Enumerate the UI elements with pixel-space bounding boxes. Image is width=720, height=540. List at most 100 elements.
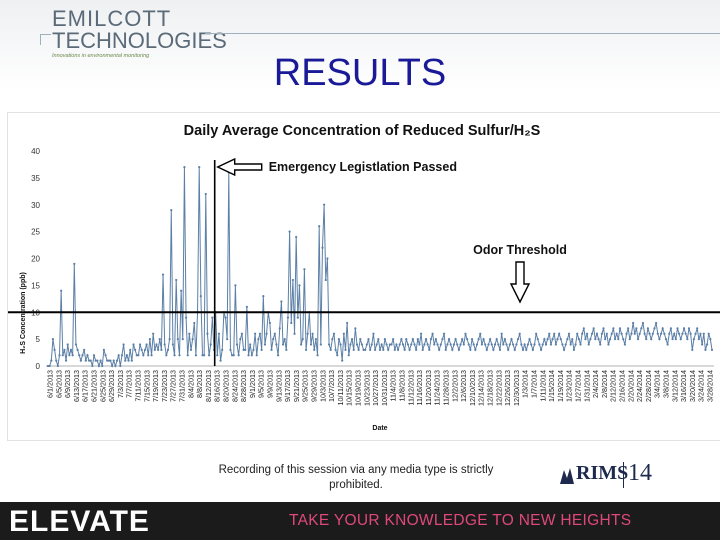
data-point <box>559 338 562 341</box>
data-point <box>600 332 603 335</box>
data-point <box>385 343 388 346</box>
data-point <box>219 359 222 362</box>
data-point <box>567 332 571 335</box>
data-point <box>646 327 650 330</box>
x-tick-label: 8/20/2013 <box>222 370 231 402</box>
data-point <box>235 343 239 346</box>
data-point <box>191 338 194 341</box>
data-point <box>104 354 107 357</box>
data-point <box>482 338 485 341</box>
data-point <box>375 343 378 346</box>
data-point <box>342 332 345 335</box>
data-point <box>193 321 196 325</box>
data-point <box>97 364 101 368</box>
x-tick-label: 2/12/2014 <box>609 370 618 402</box>
data-point <box>276 354 280 357</box>
data-point <box>249 343 252 346</box>
data-point <box>513 348 516 351</box>
x-tick-label: 12/10/2013 <box>468 370 477 406</box>
data-point <box>503 338 507 341</box>
data-point <box>71 354 74 357</box>
data-point <box>163 343 166 346</box>
data-point <box>520 343 523 346</box>
data-point <box>160 348 163 351</box>
data-point <box>102 348 105 351</box>
data-point <box>502 343 505 346</box>
data-point <box>666 343 669 346</box>
y-tick-label: 40 <box>31 147 40 156</box>
x-tick-label: 10/15/2013 <box>345 370 354 406</box>
x-tick-label: 7/15/2013 <box>142 370 151 402</box>
data-point <box>424 338 428 341</box>
x-tick-label: 6/13/2013 <box>72 370 81 402</box>
data-point <box>681 332 684 335</box>
data-point <box>300 343 303 346</box>
data-point <box>46 364 50 368</box>
y-tick-label: 25 <box>31 228 40 237</box>
data-point <box>194 354 198 357</box>
data-point <box>120 354 124 357</box>
data-point <box>360 343 364 346</box>
data-point <box>594 338 597 341</box>
data-point <box>512 343 515 346</box>
x-tick-label: 9/13/2013 <box>274 370 283 402</box>
data-point <box>199 295 202 298</box>
data-point <box>434 338 437 341</box>
data-point <box>336 354 339 357</box>
x-tick-label: 9/17/2013 <box>283 370 292 402</box>
data-point <box>636 338 640 341</box>
x-tick-label: 10/19/2013 <box>354 370 363 406</box>
data-point <box>562 348 566 351</box>
x-tick-label: 7/31/2013 <box>178 370 187 402</box>
data-point <box>268 321 271 325</box>
data-point <box>137 354 140 357</box>
data-point <box>365 343 368 346</box>
x-tick-label: 3/20/2014 <box>688 370 697 402</box>
data-point <box>630 332 633 335</box>
data-point <box>58 354 61 357</box>
data-point <box>242 348 245 351</box>
data-point <box>648 332 651 335</box>
logo-corner-decoration <box>40 34 51 45</box>
data-point <box>313 348 316 351</box>
data-point <box>61 354 64 357</box>
x-tick-label: 10/31/2013 <box>380 370 389 406</box>
rims-logo: RIMS 14 <box>556 458 656 492</box>
data-point <box>92 354 96 357</box>
data-point <box>309 343 313 346</box>
data-point <box>89 359 92 362</box>
data-point <box>508 343 511 346</box>
x-tick-label: 10/3/2013 <box>318 370 327 402</box>
data-point <box>641 321 645 325</box>
data-point <box>475 343 479 346</box>
x-tick-label: 7/3/2013 <box>116 370 125 398</box>
x-tick-label: 8/28/2013 <box>239 370 248 402</box>
data-point <box>574 343 577 346</box>
x-tick-label: 8/12/2013 <box>204 370 213 402</box>
x-tick-label: 6/25/2013 <box>98 370 107 402</box>
data-point <box>314 338 318 341</box>
data-point <box>96 359 99 362</box>
concentration-chart: Daily Average Concentration of Reduced S… <box>8 123 720 432</box>
data-point <box>635 327 638 330</box>
x-tick-label: 2/4/2014 <box>591 370 600 398</box>
data-point <box>247 354 250 357</box>
data-point <box>109 359 112 362</box>
data-point <box>605 332 608 335</box>
data-point <box>346 321 349 325</box>
data-point <box>521 348 525 351</box>
x-tick-label: 1/3/2014 <box>521 370 530 398</box>
x-tick-label: 3/4/2014 <box>653 370 662 398</box>
data-point <box>582 327 585 330</box>
data-point <box>661 327 664 330</box>
data-point <box>221 348 224 351</box>
data-point <box>687 327 691 330</box>
data-point <box>331 338 334 341</box>
data-point <box>576 332 579 335</box>
data-point <box>127 359 130 362</box>
data-point <box>686 338 689 341</box>
data-point <box>281 343 285 346</box>
data-point <box>230 354 234 357</box>
data-point <box>462 343 465 346</box>
threshold-arrow-icon <box>509 261 531 304</box>
